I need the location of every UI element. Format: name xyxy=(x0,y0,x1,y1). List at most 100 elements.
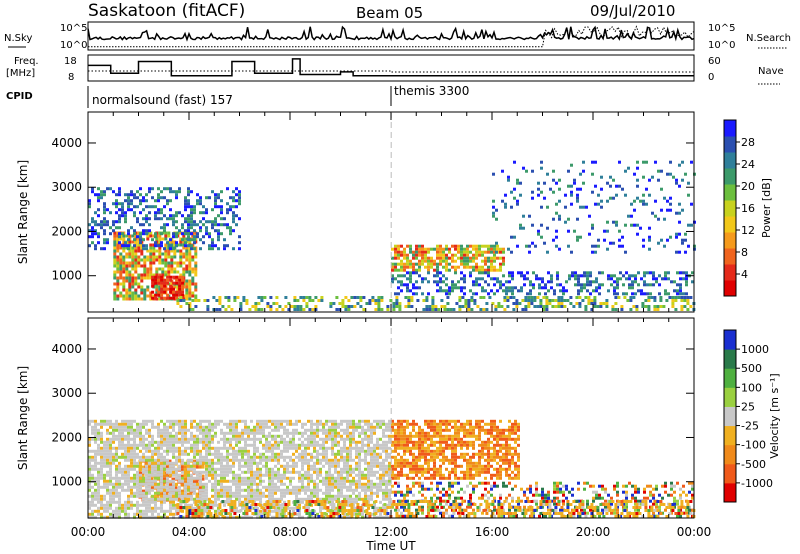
heatmap-cell xyxy=(637,289,640,293)
heatmap-cell xyxy=(686,302,690,305)
heatmap-cell xyxy=(280,476,283,480)
heatmap-cell xyxy=(271,515,274,519)
heatmap-cell xyxy=(100,247,103,251)
heatmap-cell xyxy=(504,193,507,197)
heatmap-cell xyxy=(106,485,109,489)
heatmap-cell xyxy=(633,223,636,227)
heatmap-cell xyxy=(229,485,232,489)
heatmap-cell xyxy=(145,419,148,423)
heatmap-cell xyxy=(115,479,118,483)
heatmap-cell xyxy=(256,470,259,474)
heatmap-cell xyxy=(184,205,187,209)
heatmap-cell xyxy=(160,241,163,245)
heatmap-cell xyxy=(127,199,130,203)
heatmap-cell xyxy=(361,506,364,510)
heatmap-cell xyxy=(274,425,277,429)
heatmap-cell xyxy=(217,449,220,453)
heatmap-cell xyxy=(205,491,208,495)
heatmap-cell xyxy=(271,479,274,483)
heatmap-cell xyxy=(232,449,235,453)
heatmap-cell xyxy=(211,220,214,224)
heatmap-cell xyxy=(605,299,609,302)
heatmap-cell xyxy=(683,305,687,308)
heatmap-cell xyxy=(361,470,364,474)
heatmap-cell xyxy=(145,467,148,471)
power-colorbar-swatch xyxy=(724,232,736,249)
heatmap-cell xyxy=(623,296,627,299)
heatmap-cell xyxy=(220,428,223,432)
heatmap-cell xyxy=(316,476,319,480)
heatmap-cell xyxy=(158,252,162,256)
heatmap-cell xyxy=(271,467,274,471)
heatmap-cell xyxy=(325,446,328,450)
heatmap-cell xyxy=(349,458,352,462)
heatmap-cell xyxy=(247,425,250,429)
heatmap-cell xyxy=(511,289,514,293)
heatmap-cell xyxy=(130,208,133,212)
heatmap-cell xyxy=(103,190,106,194)
heatmap-cell xyxy=(137,273,141,277)
heatmap-cell xyxy=(214,205,217,209)
heatmap-cell xyxy=(557,296,561,299)
heatmap-cell xyxy=(262,452,265,456)
heatmap-cell xyxy=(546,250,549,254)
heatmap-cell xyxy=(125,273,129,277)
heatmap-cell xyxy=(238,217,241,221)
heatmap-cell xyxy=(524,308,528,311)
heatmap-cell xyxy=(172,479,175,483)
heatmap-cell xyxy=(119,270,123,274)
heatmap-cell xyxy=(178,485,181,489)
heatmap-cell xyxy=(103,202,106,206)
heatmap-cell xyxy=(484,268,487,272)
heatmap-cell xyxy=(379,488,382,492)
heatmap-cell xyxy=(157,446,160,450)
heatmap-cell xyxy=(103,458,106,462)
heatmap-cell xyxy=(154,452,157,456)
heatmap-cell xyxy=(124,506,127,510)
heatmap-cell xyxy=(283,431,286,435)
heatmap-cell xyxy=(266,302,270,305)
heatmap-cell xyxy=(244,419,247,423)
heatmap-cell xyxy=(208,434,211,438)
heatmap-cell xyxy=(139,437,142,441)
heatmap-cell xyxy=(241,479,244,483)
heatmap-cell xyxy=(208,431,211,435)
heatmap-cell xyxy=(579,235,582,239)
heatmap-cell xyxy=(88,199,91,203)
heatmap-cell xyxy=(175,241,178,245)
heatmap-cell xyxy=(157,422,160,426)
heatmap-cell xyxy=(226,464,229,468)
heatmap-cell xyxy=(674,308,678,311)
heatmap-cell xyxy=(183,477,187,481)
heatmap-cell xyxy=(352,512,355,516)
heatmap-cell xyxy=(652,274,655,278)
heatmap-cell xyxy=(196,503,199,507)
heatmap-cell xyxy=(217,455,220,459)
heatmap-cell xyxy=(166,461,169,465)
heatmap-cell xyxy=(166,488,169,492)
heatmap-cell xyxy=(427,268,430,272)
heatmap-cell xyxy=(355,488,358,492)
heatmap-cell xyxy=(331,473,334,477)
heatmap-cell xyxy=(382,461,385,465)
heatmap-cell xyxy=(112,437,115,441)
heatmap-cell xyxy=(94,437,97,441)
heatmap-cell xyxy=(280,449,283,453)
heatmap-cell xyxy=(319,488,322,492)
heatmap-cell xyxy=(154,476,157,480)
heatmap-cell xyxy=(511,274,514,278)
heatmap-cell xyxy=(377,299,381,302)
heatmap-cell xyxy=(164,252,168,256)
heatmap-cell xyxy=(151,509,154,513)
heatmap-cell xyxy=(337,434,340,438)
heatmap-cell xyxy=(256,431,259,435)
heatmap-cell xyxy=(358,485,361,489)
heatmap-cell xyxy=(188,252,192,256)
heatmap-cell xyxy=(223,464,226,468)
heatmap-cell xyxy=(268,470,271,474)
heatmap-cell xyxy=(181,287,185,291)
heatmap-cell xyxy=(475,256,478,260)
heatmap-cell xyxy=(157,476,160,480)
heatmap-cell xyxy=(145,220,148,224)
